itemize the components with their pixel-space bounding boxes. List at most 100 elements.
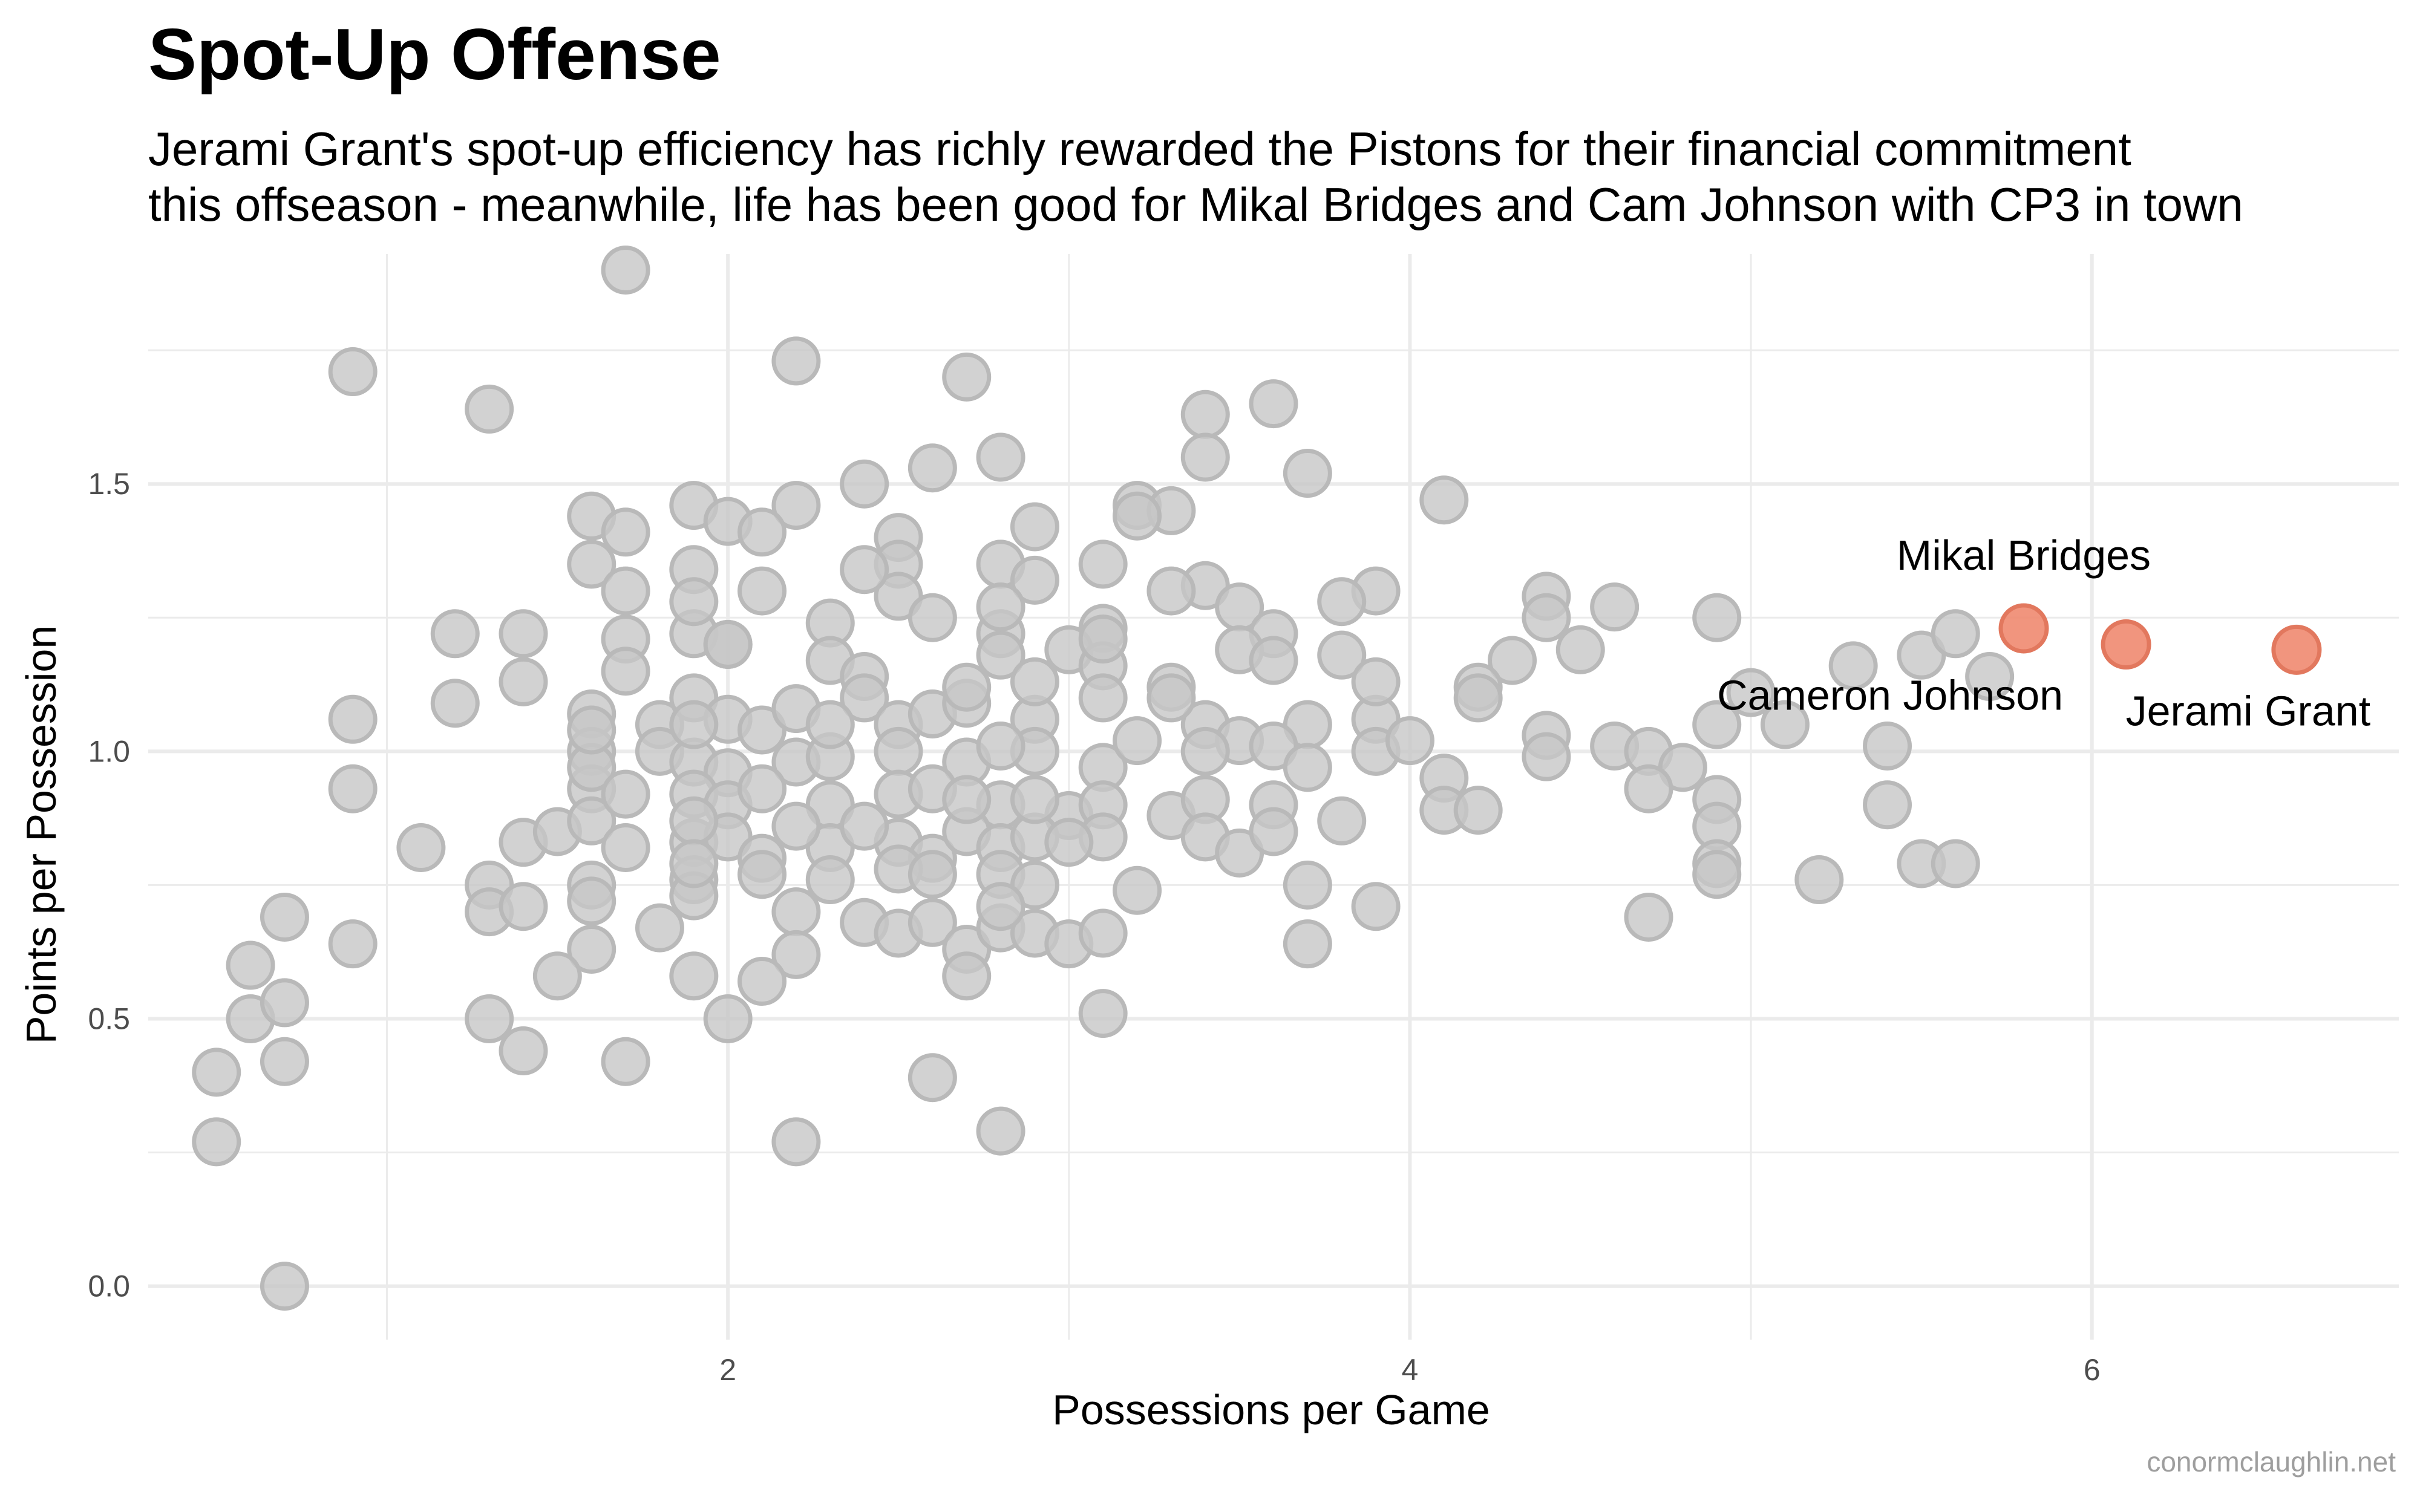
chart-title: Spot-Up Offense <box>148 14 721 95</box>
y-tick-label: 1.5 <box>88 467 130 501</box>
data-point <box>1692 700 1742 749</box>
x-axis-label: Possessions per Game <box>1052 1386 1490 1433</box>
data-point <box>499 882 548 931</box>
data-point <box>874 726 923 776</box>
highlighted-point <box>2101 619 2151 670</box>
data-point <box>1863 721 1912 771</box>
data-point <box>328 764 378 813</box>
data-point <box>1317 630 1367 680</box>
data-point <box>1113 716 1162 766</box>
data-point <box>737 850 787 899</box>
data-point <box>942 775 992 824</box>
data-point <box>1249 379 1298 429</box>
data-point <box>601 769 650 819</box>
data-point <box>567 925 616 974</box>
data-point <box>499 1026 548 1076</box>
data-point <box>567 539 616 589</box>
data-point <box>976 432 1025 482</box>
data-point <box>192 1117 241 1167</box>
data-point <box>601 246 650 295</box>
data-point <box>737 957 787 1006</box>
data-point <box>771 336 821 386</box>
data-point <box>1828 641 1878 691</box>
data-point <box>499 609 548 659</box>
data-point <box>840 801 889 851</box>
data-point <box>1692 593 1742 642</box>
data-point <box>601 507 650 557</box>
data-point <box>1624 892 1673 942</box>
data-point <box>737 507 787 557</box>
subtitle-line-2: this offseason - meanwhile, life has bee… <box>148 178 2243 232</box>
data-point <box>1863 780 1912 830</box>
data-point <box>908 443 957 493</box>
data-point <box>771 930 821 979</box>
data-point <box>1453 786 1503 835</box>
data-point <box>1385 716 1434 766</box>
highlighted-point <box>2271 624 2322 675</box>
y-tick-label: 1.0 <box>88 734 130 768</box>
point-label: Jerami Grant <box>2126 687 2371 734</box>
data-point <box>908 850 957 899</box>
axis-ticks: 2 4 6 0.0 0.5 1.0 1.5 <box>88 467 2100 1387</box>
data-point <box>601 1037 650 1086</box>
data-point <box>1113 491 1162 541</box>
data-point <box>1078 989 1128 1038</box>
data-point <box>840 459 889 509</box>
data-point <box>1283 743 1332 792</box>
data-point <box>1624 764 1673 813</box>
data-point <box>465 994 514 1043</box>
data-point <box>1965 652 2015 702</box>
point-labels: Mikal Bridges Cameron Johnson Jerami Grant <box>1717 532 2370 734</box>
data-point <box>908 593 957 642</box>
data-point <box>328 347 378 397</box>
data-point <box>601 823 650 873</box>
data-point <box>1010 775 1059 824</box>
data-point <box>976 630 1025 680</box>
source-caption: conormclaughlin.net <box>2147 1446 2396 1478</box>
data-point <box>1351 882 1401 931</box>
data-point <box>1078 614 1128 664</box>
data-point <box>976 882 1025 931</box>
data-point <box>1488 636 1537 685</box>
y-tick-label: 0.5 <box>88 1002 130 1035</box>
data-point <box>840 545 889 595</box>
data-point <box>1078 908 1128 958</box>
data-point <box>703 994 753 1043</box>
data-point <box>669 796 719 846</box>
data-point <box>430 679 480 728</box>
data-point <box>1760 700 1810 749</box>
data-point <box>601 647 650 696</box>
data-point <box>1146 566 1196 616</box>
data-point <box>1249 807 1298 856</box>
data-point <box>601 566 650 616</box>
data-point <box>1794 855 1844 905</box>
data-point <box>669 700 719 749</box>
data-point <box>1692 850 1742 899</box>
data-point <box>908 1053 957 1103</box>
data-point <box>976 721 1025 771</box>
data-point <box>1522 732 1571 781</box>
data-point <box>1146 673 1196 723</box>
data-point <box>328 694 378 744</box>
data-point <box>1180 726 1230 776</box>
data-point <box>1419 475 1469 525</box>
x-tick-label: 2 <box>719 1353 736 1387</box>
data-point <box>260 978 309 1028</box>
data-point <box>328 919 378 969</box>
data-point <box>942 662 992 712</box>
x-tick-label: 6 <box>2084 1353 2101 1387</box>
data-point <box>1726 668 1776 717</box>
data-point <box>1453 673 1503 723</box>
data-point <box>737 566 787 616</box>
data-point <box>976 1106 1025 1156</box>
data-point <box>1010 502 1059 552</box>
data-point <box>1078 673 1128 723</box>
data-point <box>771 801 821 851</box>
data-point <box>430 609 480 659</box>
data-point <box>1351 657 1401 706</box>
data-point <box>1590 582 1640 632</box>
data-point <box>942 352 992 402</box>
point-label: Cameron Johnson <box>1717 671 2063 719</box>
data-point <box>669 951 719 1001</box>
data-point <box>1283 449 1332 498</box>
